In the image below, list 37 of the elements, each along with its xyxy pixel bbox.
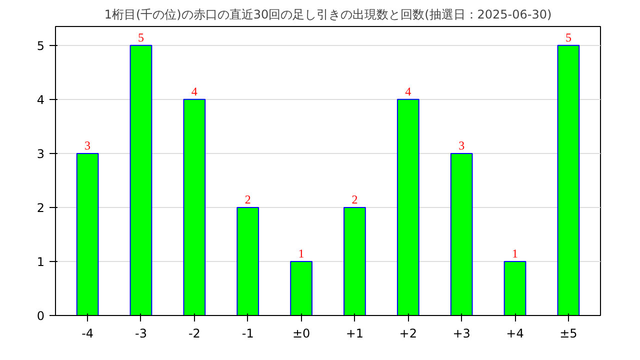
data-label: 2: [352, 192, 358, 206]
x-tick-label: +1: [346, 326, 364, 340]
bar: [504, 260, 526, 316]
x-tick-label: -2: [188, 326, 200, 340]
y-tick-label: 3: [36, 146, 45, 161]
x-tick-label: +3: [452, 326, 470, 340]
data-label: 2: [244, 192, 251, 206]
x-tick-label: +2: [399, 326, 418, 340]
data-label: 4: [405, 84, 412, 98]
y-tick-label: 2: [36, 200, 45, 215]
bar: [450, 152, 473, 316]
x-tick-label: ±5: [560, 326, 578, 340]
y-tick-label: 5: [36, 38, 45, 53]
y-tick-label: 1: [36, 254, 45, 269]
data-label: 5: [138, 30, 144, 44]
x-tick-label: -4: [82, 326, 94, 340]
bar: [344, 206, 366, 316]
bar: [290, 260, 312, 316]
data-label: 3: [84, 138, 91, 152]
x-tick-label: -1: [242, 326, 254, 340]
x-tick-label: ±0: [292, 326, 310, 340]
data-label: 1: [512, 246, 518, 260]
bar: [396, 98, 420, 316]
data-label: 5: [565, 30, 572, 44]
data-label: 4: [191, 84, 198, 98]
y-tick-label: 0: [36, 309, 45, 323]
bar: [76, 152, 99, 316]
bar: [130, 44, 152, 316]
bar: [183, 98, 206, 316]
bar: [236, 206, 260, 316]
x-tick-label: +4: [506, 326, 524, 340]
chart-title: 1桁目(千の位)の赤口の直近30回の足し引きの出現数と回数(抽選日：2025-06-30): [104, 8, 552, 22]
bar: [557, 44, 580, 316]
x-tick-label: -3: [135, 326, 147, 340]
data-label: 1: [298, 246, 304, 260]
data-label: 3: [458, 138, 465, 152]
y-tick-label: 4: [36, 92, 45, 107]
